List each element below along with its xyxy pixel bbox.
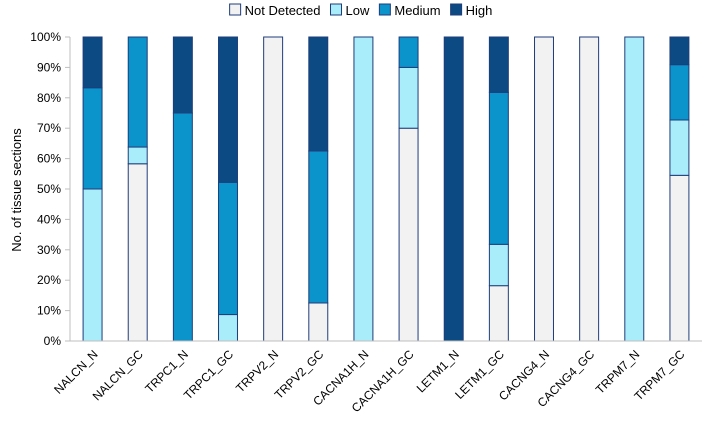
- bar-nalcn-gc-medium: [127, 36, 148, 148]
- bar-trpm7-n-low: [624, 36, 645, 342]
- bar-nalcn-n-medium: [82, 87, 103, 190]
- bar-group-nalcn-n: [82, 36, 103, 342]
- bar-group-cacng4-gc: [579, 36, 600, 342]
- bar-letm1-gc-low: [488, 243, 509, 287]
- bar-trpm7-gc-not-detected: [669, 174, 690, 342]
- bar-nalcn-n-low: [82, 188, 103, 342]
- x-tick-label: LETM1_N: [414, 347, 462, 395]
- bar-trpc1-gc-low: [218, 314, 238, 342]
- bar-trpm7-gc-medium: [669, 64, 690, 121]
- y-tick-label: 100%: [30, 30, 61, 44]
- bar-cacng4-gc-not-detected: [579, 36, 600, 342]
- bar-cacng4-n-not-detected: [534, 36, 554, 342]
- y-tick-label: 50%: [37, 182, 61, 196]
- bar-trpv2-gc-medium: [308, 150, 329, 304]
- legend-swatch-high: [450, 3, 463, 16]
- y-tick-label: 30%: [37, 243, 61, 257]
- y-tick-label: 40%: [37, 212, 61, 226]
- bar-trpm7-gc-high: [669, 36, 690, 66]
- x-tick-label: TRPV2_N: [233, 347, 281, 395]
- y-tick-label: 10%: [37, 304, 61, 318]
- bar-group-cacna1h-n: [353, 36, 374, 342]
- bar-letm1-gc-high: [488, 36, 509, 93]
- bar-trpm7-gc-low: [669, 119, 690, 176]
- legend-swatch-low: [330, 3, 343, 16]
- bar-cacna1h-n-low: [353, 36, 374, 342]
- bar-group-trpv2-n: [263, 36, 284, 342]
- bar-group-trpc1-gc: [218, 36, 238, 342]
- bar-letm1-gc-not-detected: [488, 285, 509, 342]
- bar-group-letm1-gc: [488, 36, 509, 342]
- bar-group-trpm7-n: [624, 36, 645, 342]
- x-axis: NALCN_NNALCN_GCTRPC1_NTRPC1_GCTRPV2_NTRP…: [51, 340, 702, 415]
- y-tick-label: 60%: [37, 152, 61, 166]
- bar-cacna1h-gc-low: [398, 66, 419, 129]
- bar-group-trpv2-gc: [308, 36, 329, 342]
- bar-cacna1h-gc-medium: [398, 36, 419, 68]
- bars: [82, 36, 690, 342]
- legend-swatch-not-detected: [229, 3, 242, 16]
- legend-swatch-medium: [378, 3, 391, 16]
- y-tick-label: 90%: [37, 60, 61, 74]
- bar-trpc1-n-medium: [172, 112, 193, 342]
- bar-group-trpc1-n: [172, 36, 193, 342]
- bar-trpv2-gc-high: [308, 36, 329, 152]
- bar-letm1-n-high: [443, 36, 464, 342]
- x-tick-label: TRPC1_GC: [181, 347, 236, 402]
- y-axis: 0% 10% 20% 30% 40% 50% 60% 70% 80% 90% 100%: [30, 30, 71, 348]
- y-tick-label: 0%: [44, 334, 62, 348]
- bar-trpc1-n-high: [172, 36, 193, 114]
- y-tick-label: 70%: [37, 121, 61, 135]
- y-axis-title: No. of tissue sections: [9, 128, 24, 252]
- legend-label: Medium: [394, 3, 440, 18]
- legend-label: Low: [346, 3, 370, 18]
- bar-group-trpm7-gc: [669, 36, 690, 342]
- bar-group-cacna1h-gc: [398, 36, 419, 342]
- bar-trpv2-gc-not-detected: [308, 302, 329, 342]
- legend-label: High: [466, 3, 493, 18]
- bar-trpv2-n-not-detected: [263, 36, 284, 342]
- legend-label: Not Detected: [245, 3, 321, 18]
- y-tick-label: 80%: [37, 91, 61, 105]
- y-tick-label: 20%: [37, 273, 61, 287]
- bar-trpc1-gc-medium: [218, 181, 238, 316]
- bar-cacna1h-gc-not-detected: [398, 127, 419, 342]
- bar-group-cacng4-n: [534, 36, 554, 342]
- legend: Not Detected Low Medium High: [229, 3, 493, 18]
- bar-nalcn-gc-low: [127, 146, 148, 165]
- bar-nalcn-n-high: [82, 36, 103, 89]
- bar-group-nalcn-gc: [127, 36, 148, 342]
- bar-letm1-gc-medium: [488, 91, 509, 245]
- bar-group-letm1-n: [443, 36, 464, 342]
- bar-nalcn-gc-not-detected: [127, 163, 148, 342]
- bar-trpc1-gc-high: [218, 36, 238, 183]
